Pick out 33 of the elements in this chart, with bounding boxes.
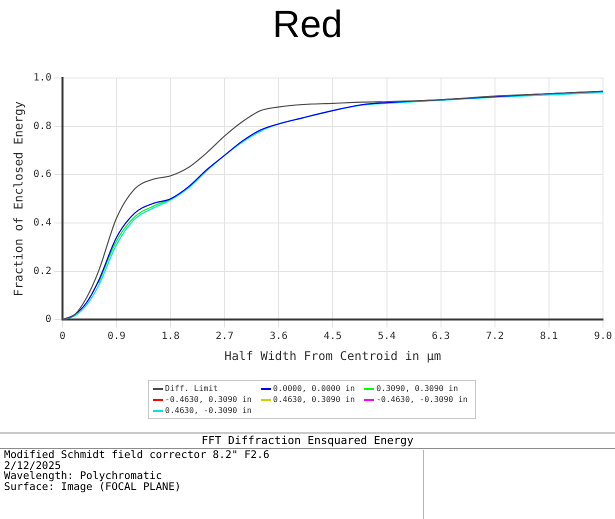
y-tick-label: 0.2: [33, 266, 52, 277]
text: Wavelength: Polychromatic: [4, 470, 164, 482]
text: Modified Schmidt field corrector 8.2" F2.6: [4, 449, 270, 461]
chart-title: Red: [272, 4, 344, 47]
legend-label: 0.3090, 0.3090 in: [376, 384, 458, 393]
legend-label: 0.4630, 0.3090 in: [273, 395, 355, 404]
line-series: [98, 198, 172, 284]
legend-label: Diff. Limit: [165, 384, 218, 393]
legend-label: -0.4630, 0.3090 in: [165, 395, 252, 404]
x-tick-label: 6.3: [432, 331, 450, 342]
y-tick-label: 0.4: [33, 218, 52, 229]
x-tick-label: 9.0: [594, 331, 612, 342]
x-tick-label: 2.7: [216, 331, 234, 342]
y-tick-label: 0.8: [33, 120, 52, 132]
x-tick-label: 0: [59, 331, 66, 342]
y-tick-label: 0: [45, 314, 52, 326]
x-tick-label: 7.2: [486, 331, 504, 342]
legend-label: 0.4630, -0.3090 in: [165, 406, 252, 415]
text: Surface: Image (FOCAL PLANE): [4, 480, 182, 492]
y-tick-label: 0.6: [33, 169, 52, 180]
x-tick-label: 5.4: [378, 331, 396, 342]
y-tick-label: 1.0: [33, 72, 52, 84]
legend-label: -0.4630, -0.3090 in: [376, 395, 468, 404]
legend-label: 0.0000, 0.0000 in: [273, 384, 355, 393]
x-tick-label: 0.9: [107, 331, 126, 342]
x-tick-label: 4.5: [324, 331, 342, 342]
text: 2/12/2025: [4, 460, 61, 472]
x-tick-label: 1.8: [162, 331, 180, 342]
x-tick-label: 8.1: [540, 331, 558, 342]
x-tick-label: 3.6: [270, 331, 288, 342]
text: FFT Diffraction Ensquared Energy: [0, 434, 615, 449]
x-axis-title: Half Width From Centroid in µm: [224, 348, 442, 363]
y-axis-title: Fraction of Enclosed Energy: [11, 101, 26, 296]
